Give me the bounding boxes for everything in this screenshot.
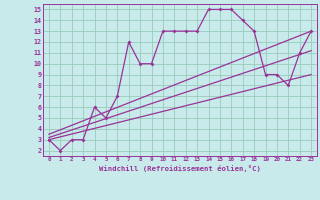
- X-axis label: Windchill (Refroidissement éolien,°C): Windchill (Refroidissement éolien,°C): [99, 165, 261, 172]
